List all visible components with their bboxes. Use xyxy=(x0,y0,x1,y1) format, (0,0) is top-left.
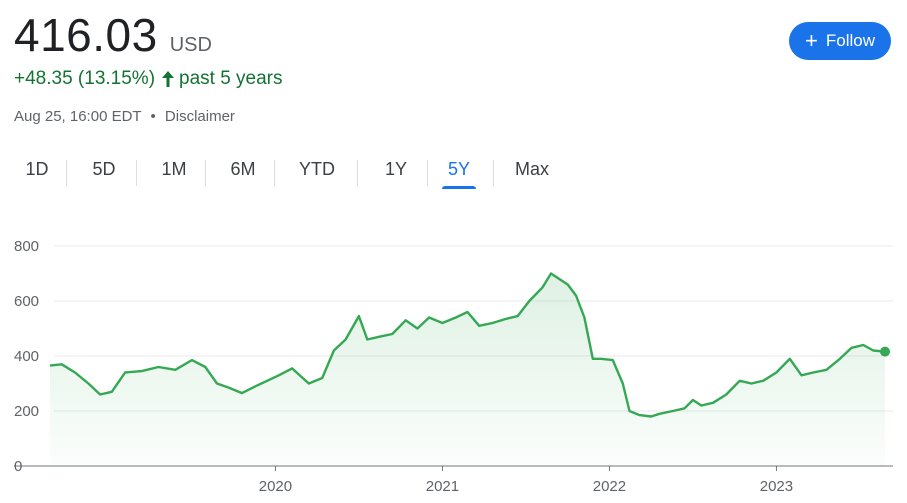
x-tick-label: 2020 xyxy=(259,478,292,495)
change-period: past 5 years xyxy=(179,68,283,89)
quote-meta: Aug 25, 16:00 EDT • Disclaimer xyxy=(14,108,235,125)
price-series-line xyxy=(49,272,886,418)
price-area-fill xyxy=(50,273,885,466)
tab-1d[interactable]: 1D xyxy=(25,158,49,179)
x-axis: 2020 2021 2022 2023 xyxy=(259,466,793,495)
tab-divider xyxy=(357,160,358,186)
tab-divider xyxy=(274,160,275,186)
plus-icon: + xyxy=(805,28,818,53)
tab-max[interactable]: Max xyxy=(514,158,549,179)
x-tick-label: 2023 xyxy=(760,478,793,495)
tab-6m[interactable]: 6M xyxy=(230,158,256,179)
quote-timestamp: Aug 25, 16:00 EDT xyxy=(14,108,142,125)
y-tick-label: 0 xyxy=(14,458,22,475)
price-change: +48.35 (13.15%) past 5 years xyxy=(14,68,283,90)
tab-divider xyxy=(66,160,67,186)
tab-1y[interactable]: 1Y xyxy=(384,158,408,179)
x-tick-label: 2021 xyxy=(426,478,459,495)
last-price-point xyxy=(880,346,890,357)
follow-button[interactable]: + Follow xyxy=(789,22,891,60)
x-tick-label: 2022 xyxy=(593,478,626,495)
tab-divider xyxy=(136,160,137,186)
y-tick-label: 600 xyxy=(14,293,39,310)
tab-ytd[interactable]: YTD xyxy=(299,158,335,179)
disclaimer-link[interactable]: Disclaimer xyxy=(164,108,235,125)
tab-divider xyxy=(205,160,206,186)
change-value: +48.35 (13.15%) xyxy=(14,68,156,89)
y-axis: 0 200 400 600 800 xyxy=(14,238,39,475)
arrow-up-icon xyxy=(162,71,175,87)
tab-divider xyxy=(493,160,494,186)
current-price: 416.03 xyxy=(14,9,158,61)
meta-separator: • xyxy=(150,108,156,125)
currency-label: USD xyxy=(169,34,212,56)
y-tick-label: 400 xyxy=(14,348,39,365)
price-chart[interactable]: 0 200 400 600 800 2020 2021 2022 2023 xyxy=(0,225,907,503)
y-tick-label: 200 xyxy=(14,403,39,420)
y-tick-label: 800 xyxy=(14,238,39,255)
tab-1m[interactable]: 1M xyxy=(161,158,187,179)
follow-label: Follow xyxy=(825,31,875,50)
tab-5d[interactable]: 5D xyxy=(92,158,116,179)
tab-5y[interactable]: 5Y xyxy=(442,152,476,189)
price-row: 416.03 USD xyxy=(14,8,212,62)
range-tabs: 1D 5D 1M 6M YTD 1Y 5Y Max xyxy=(0,152,907,189)
tab-divider xyxy=(427,160,428,186)
